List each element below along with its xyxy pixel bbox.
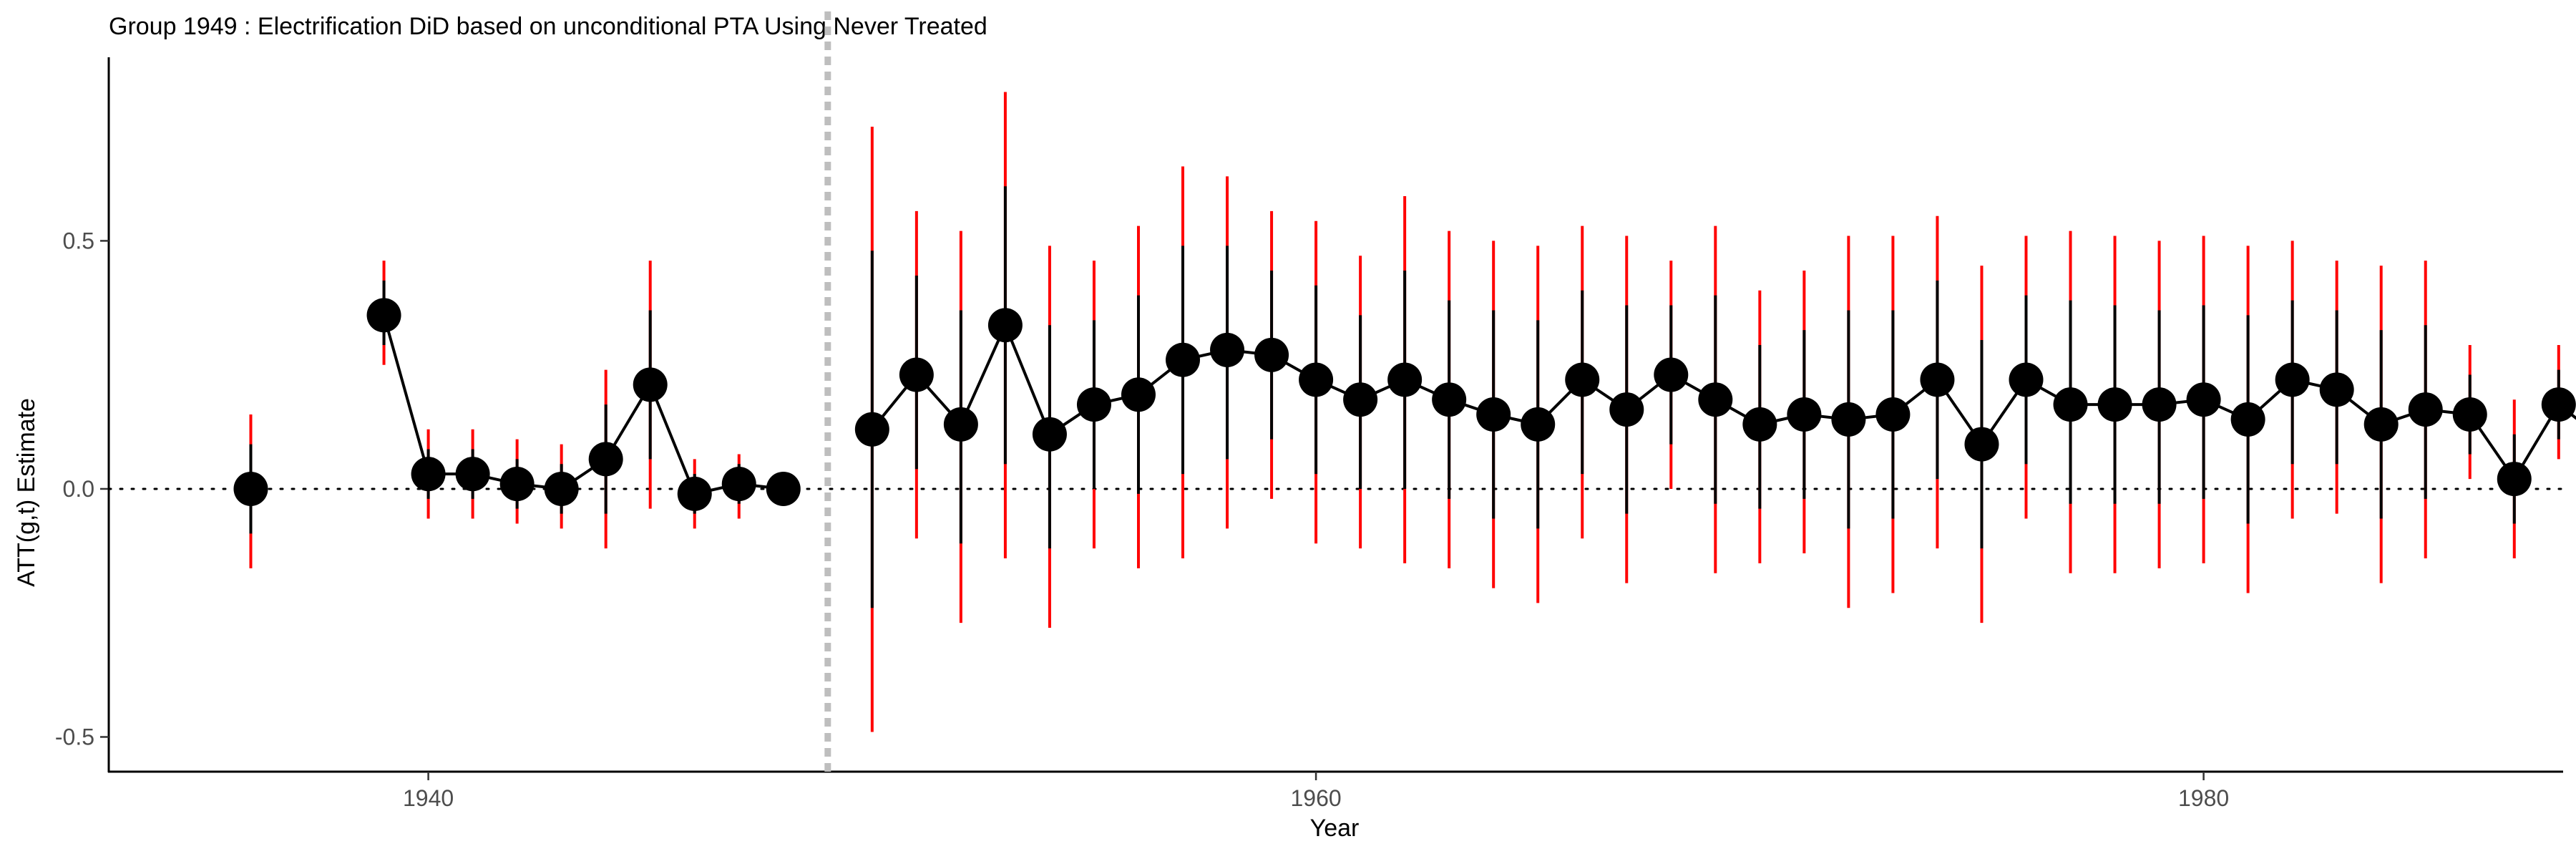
estimate-point: [1076, 387, 1111, 422]
estimate-point: [1787, 397, 1822, 432]
estimate-points: [233, 298, 2576, 511]
error-bars: [249, 92, 2560, 732]
y-axis-title: ATT(g,t) Estimate: [13, 398, 40, 587]
estimate-point: [987, 308, 1023, 343]
estimate-point: [1964, 427, 1999, 462]
estimate-point: [1698, 382, 1733, 417]
estimate-point: [1476, 397, 1511, 432]
estimate-point: [588, 442, 623, 477]
estimate-segment: [382, 314, 430, 475]
estimate-point: [2497, 462, 2532, 497]
estimate-point: [1565, 362, 1600, 397]
estimate-point: [2142, 387, 2177, 422]
estimate-point: [1920, 362, 1955, 397]
estimate-point: [2275, 362, 2310, 397]
estimate-point: [721, 467, 756, 502]
estimate-point: [1654, 357, 1689, 392]
estimate-point: [455, 457, 490, 492]
estimate-point: [1831, 402, 1866, 437]
estimate-point: [633, 367, 668, 402]
estimate-segment: [1004, 324, 1051, 435]
estimate-point: [2097, 387, 2132, 422]
estimate-point: [411, 457, 446, 492]
estimate-point: [1299, 362, 1334, 397]
y-tick-label: -0.5: [55, 724, 94, 749]
estimate-point: [366, 298, 401, 333]
estimate-point: [1210, 332, 1245, 367]
estimate-point: [1875, 397, 1911, 432]
reference-lines: [107, 11, 2565, 772]
y-tick-label: 0.5: [63, 228, 94, 253]
estimate-point: [2230, 402, 2265, 437]
x-tick-label: 1980: [2178, 785, 2229, 811]
estimate-point: [2541, 387, 2576, 422]
x-tick-label: 1940: [403, 785, 454, 811]
chart-title: Group 1949 : Electrification DiD based o…: [109, 13, 987, 40]
estimate-point: [1343, 382, 1378, 417]
estimate-point: [1254, 337, 1289, 372]
estimate-point: [2009, 362, 2044, 397]
estimate-point: [1121, 377, 1156, 412]
estimate-point: [1609, 392, 1644, 427]
estimate-point: [2408, 392, 2443, 427]
estimate-point: [1521, 407, 1556, 442]
estimate-point: [1032, 417, 1067, 452]
x-tick-label: 1960: [1290, 785, 1341, 811]
estimate-point: [2363, 407, 2399, 442]
estimate-point: [2053, 387, 2088, 422]
estimate-segment: [648, 384, 696, 495]
axes: 1940 1960 1980 -0.5 0.0 0.5: [55, 57, 2563, 811]
estimate-segment: [960, 324, 1007, 425]
estimate-point: [544, 471, 579, 506]
estimate-point: [677, 476, 712, 511]
estimate-point: [2319, 372, 2354, 407]
x-axis-title: Year: [1310, 815, 1360, 842]
y-tick-label: 0.0: [63, 476, 94, 502]
estimate-point: [2186, 382, 2221, 417]
estimate-point: [1387, 362, 1423, 397]
estimate-point: [766, 471, 801, 506]
estimate-point: [1432, 382, 1467, 417]
estimate-point: [854, 412, 889, 447]
estimate-point: [899, 357, 934, 392]
estimate-point: [499, 467, 535, 502]
estimate-point: [1166, 342, 1201, 377]
estimate-point: [943, 407, 978, 442]
estimate-point: [2452, 397, 2487, 432]
estimate-point: [1742, 407, 1777, 442]
estimate-point: [233, 471, 268, 506]
